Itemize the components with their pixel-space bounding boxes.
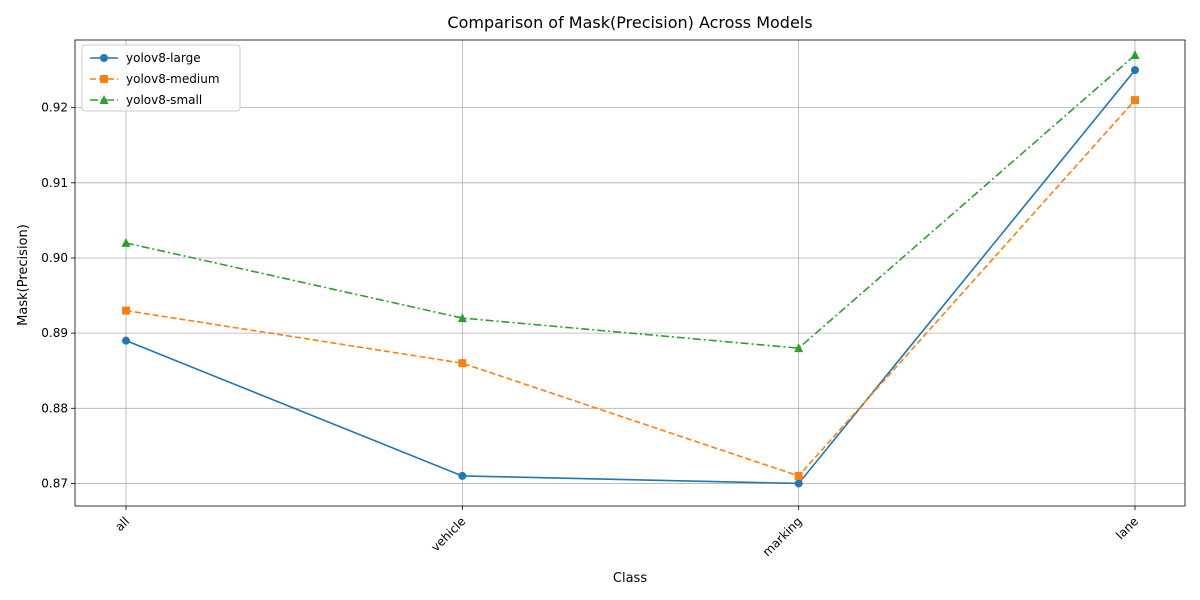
data-point — [458, 471, 467, 480]
legend-item: yolov8-large — [90, 51, 201, 65]
data-point — [122, 336, 130, 345]
legend-label: yolov8-medium — [126, 72, 220, 86]
series-line — [125, 99, 1136, 477]
data-point — [794, 471, 803, 480]
series-yolov8-medium — [122, 96, 1139, 480]
legend-item: yolov8-medium — [90, 72, 220, 86]
legend-box — [81, 44, 241, 112]
data-point — [121, 237, 131, 247]
y-axis-title: Mask(Precision) — [16, 224, 31, 326]
legend-label: yolov8-large — [126, 51, 201, 65]
series-yolov8-large — [122, 66, 1139, 488]
grid — [75, 40, 1185, 506]
data-point — [457, 313, 467, 323]
y-tick-label: 0.87 — [41, 476, 68, 490]
series-line — [125, 54, 1136, 349]
legend-item: yolov8-small — [90, 93, 202, 107]
y-tick-label: 0.91 — [41, 176, 68, 190]
series-line — [125, 69, 1136, 485]
series-yolov8-small — [121, 50, 1140, 353]
legend-marker — [99, 95, 109, 104]
legend-label: yolov8-small — [126, 93, 202, 107]
data-point — [122, 306, 130, 315]
x-axis-title: Class — [613, 571, 647, 586]
legend: yolov8-large yolov8-medium yolov8-small — [81, 44, 241, 112]
data-point — [1130, 50, 1140, 60]
chart-title: Comparison of Mask(Precision) Across Mod… — [447, 13, 812, 32]
legend-marker — [100, 75, 108, 83]
y-tick-label: 0.88 — [41, 401, 68, 415]
y-tick-label: 0.90 — [41, 251, 68, 265]
y-tick-label: 0.89 — [41, 326, 68, 340]
legend-marker — [100, 54, 108, 62]
data-point — [1131, 66, 1139, 75]
data-point — [794, 343, 804, 353]
y-tick-label: 0.92 — [41, 101, 68, 115]
data-point — [458, 359, 467, 368]
data-point — [794, 479, 803, 488]
series-layer — [121, 50, 1140, 488]
data-point — [1131, 96, 1139, 105]
plot-frame — [74, 39, 1186, 507]
